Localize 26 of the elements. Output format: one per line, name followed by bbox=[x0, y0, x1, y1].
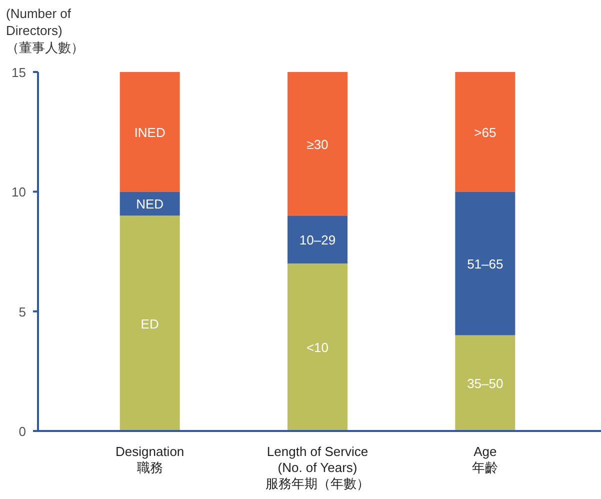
bar bbox=[288, 216, 348, 264]
data-label: INED bbox=[134, 124, 166, 140]
x-tick-label: Designation 職務 bbox=[116, 444, 184, 475]
bar bbox=[120, 192, 180, 216]
data-label: 10–29 bbox=[299, 232, 336, 248]
y-tick-label: 0 bbox=[18, 424, 26, 439]
data-label: >65 bbox=[474, 124, 496, 140]
data-label: <10 bbox=[306, 340, 329, 356]
x-tick-label: Age 年齡 bbox=[472, 444, 498, 475]
data-label: ≥30 bbox=[306, 136, 328, 152]
data-label: 51–65 bbox=[467, 256, 504, 272]
y-tick-label: 5 bbox=[18, 304, 26, 320]
x-tick-label: Length of Service (No. of Years) 服務年期（年數） bbox=[266, 444, 370, 491]
bar bbox=[455, 335, 516, 431]
data-label: 35–50 bbox=[467, 376, 504, 392]
bar bbox=[455, 72, 516, 192]
y-tick-label: 15 bbox=[12, 65, 26, 80]
bar bbox=[288, 263, 348, 431]
y-tick-label: 10 bbox=[12, 184, 26, 200]
bar bbox=[288, 72, 348, 216]
y-axis-title: (Number of Directors) （董事人數） bbox=[6, 6, 84, 55]
bar bbox=[120, 72, 180, 192]
data-label: ED bbox=[140, 316, 159, 332]
data-label: NED bbox=[136, 196, 164, 212]
bar bbox=[455, 192, 516, 336]
bar bbox=[120, 216, 180, 431]
